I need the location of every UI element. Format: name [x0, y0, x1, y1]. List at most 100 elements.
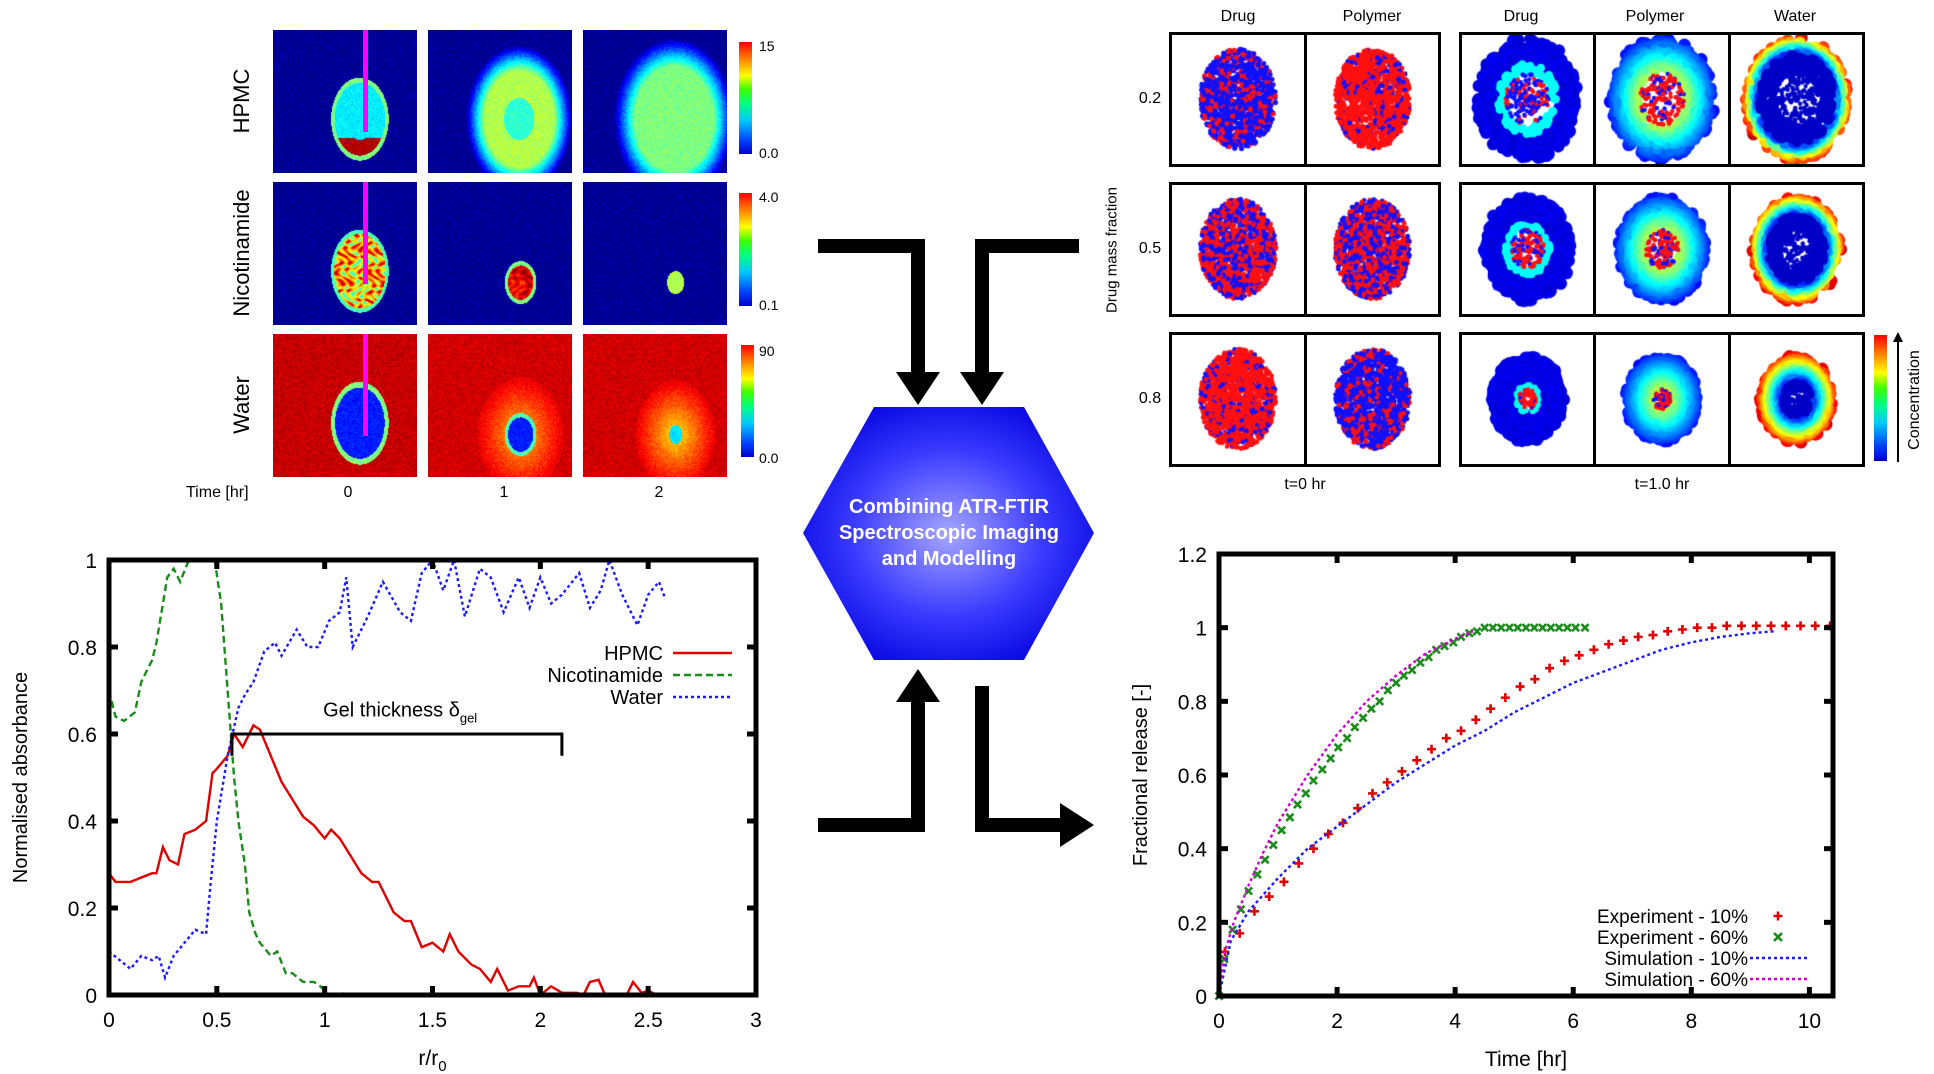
particle-cluster-canvas — [1172, 35, 1304, 164]
data-point — [1353, 803, 1363, 813]
data-point — [1736, 621, 1746, 631]
particle-image-polymer — [1596, 335, 1731, 464]
fractional-release-chart: 0 2 4 6 8 10 0 0.2 0.4 0.6 0.8 1 1.2 Time [hr] Fractio… — [1130, 544, 1836, 1071]
particle-cluster-canvas — [1730, 35, 1862, 164]
particle-image-polymer — [1306, 35, 1438, 164]
data-point — [1333, 742, 1343, 752]
legend: Experiment - 10%Experiment - 60%Simulati… — [1597, 907, 1807, 991]
data-point — [1342, 733, 1352, 743]
data-point — [1285, 812, 1295, 822]
particle-image-polymer — [1596, 185, 1731, 314]
series-simulation-10- — [1217, 630, 1775, 997]
heatmap-nicotinamide-t1 — [428, 182, 572, 325]
data-point — [1618, 636, 1628, 646]
data-point — [1571, 623, 1581, 633]
arrow-imaging-to-center-icon — [818, 239, 940, 405]
data-point — [1382, 777, 1392, 787]
series-line — [108, 555, 667, 982]
simulation-group-t0-row-0 — [1169, 32, 1441, 167]
data-point — [1338, 818, 1348, 828]
center-title-line-2: Spectroscopic Imaging — [839, 522, 1059, 544]
data-point — [1589, 645, 1599, 655]
simulation-group-t0-row-1 — [1169, 182, 1441, 317]
center-title-line-1: Combining ATR-FTIR — [849, 496, 1050, 518]
data-point — [1554, 623, 1564, 633]
gel-thickness-subscript: gel — [460, 711, 477, 726]
particle-cluster-canvas — [1306, 35, 1438, 164]
simulation-group-t1-row-1 — [1459, 182, 1865, 317]
data-point — [1580, 623, 1590, 633]
series-hpmc — [108, 723, 658, 997]
y-tick-label: 0.4 — [68, 811, 98, 834]
data-point — [1424, 652, 1434, 662]
particle-cluster-canvas — [1462, 35, 1594, 164]
gel-thickness-label: Gel thickness δgel — [323, 700, 477, 726]
heatmap-hpmc-t0 — [273, 30, 417, 173]
y-tick-label: 1 — [1195, 618, 1207, 641]
data-point — [1500, 693, 1510, 703]
colorbar-water-min: 0.0 — [759, 450, 779, 466]
arrow-center-to-release-icon — [975, 686, 1094, 847]
particle-image-drug — [1172, 335, 1307, 464]
y-tick-label: 0.6 — [1178, 765, 1207, 788]
data-point — [1249, 906, 1259, 916]
colorbar-nicotinamide-max: 4.0 — [759, 189, 779, 205]
x-tick-label: 0.5 — [202, 1009, 231, 1032]
simulation-group-t1-row-0 — [1459, 32, 1865, 167]
colorbar-hpmc — [739, 42, 752, 154]
gel-thickness-bracket — [230, 732, 564, 756]
data-point — [1796, 621, 1806, 631]
series-line — [108, 723, 658, 997]
y-tick-label: 0.4 — [1178, 839, 1208, 862]
particle-cluster-canvas — [1172, 335, 1304, 464]
column-label-polymer-t0: Polymer — [1342, 8, 1402, 25]
particle-cluster-canvas — [1596, 35, 1728, 164]
data-point — [1375, 696, 1385, 706]
data-point — [1412, 755, 1422, 765]
x-tick-label: 1 — [319, 1009, 331, 1032]
particle-image-drug — [1172, 185, 1307, 314]
data-point — [1781, 621, 1791, 631]
series-nicotinamide — [107, 558, 352, 997]
x-tick-label: 10 — [1798, 1010, 1821, 1033]
data-point — [1407, 665, 1417, 675]
x-tick-label: 2.5 — [634, 1009, 663, 1032]
x-axis-label-subscript: 0 — [438, 1058, 446, 1074]
colorbar-hpmc-min: 0.0 — [759, 145, 779, 161]
data-point — [1383, 685, 1393, 695]
row-value-1: 0.5 — [1138, 240, 1162, 257]
x-tick-label: 4 — [1449, 1010, 1461, 1033]
simulation-group-t0-row-2 — [1169, 332, 1441, 467]
series-water — [108, 555, 667, 982]
legend-label: HPMC — [604, 643, 663, 665]
data-point — [1486, 704, 1496, 714]
data-point — [1294, 858, 1304, 868]
particle-image-drug — [1462, 35, 1597, 164]
data-point — [1677, 625, 1687, 635]
data-point — [1260, 855, 1270, 865]
flow-arrows — [818, 239, 1094, 847]
arrow-simulation-to-center-icon — [960, 239, 1079, 405]
data-point — [1504, 623, 1514, 633]
particle-cluster-canvas — [1596, 335, 1728, 464]
heatmap-nicotinamide-t0 — [273, 182, 417, 325]
data-point — [1471, 715, 1481, 725]
data-point — [1293, 799, 1303, 809]
particle-cluster-canvas — [1306, 185, 1438, 314]
data-point — [1301, 788, 1311, 798]
heatmap-hpmc-t1 — [428, 30, 572, 173]
profile-line-nicotinamide — [363, 182, 368, 284]
data-point — [1323, 829, 1333, 839]
column-label-drug-t0: Drug — [1220, 8, 1256, 25]
plot-frame — [106, 557, 759, 998]
data-point — [1574, 650, 1584, 660]
data-point — [1308, 844, 1318, 854]
data-point — [1562, 623, 1572, 633]
data-point — [1399, 671, 1409, 681]
data-point — [1456, 726, 1466, 736]
y-tick-label: 0.8 — [68, 637, 97, 660]
data-point — [1427, 744, 1437, 754]
y-axis-label: Fractional release [-] — [1130, 684, 1152, 866]
x-axis-label: r/r0 — [418, 1047, 446, 1074]
